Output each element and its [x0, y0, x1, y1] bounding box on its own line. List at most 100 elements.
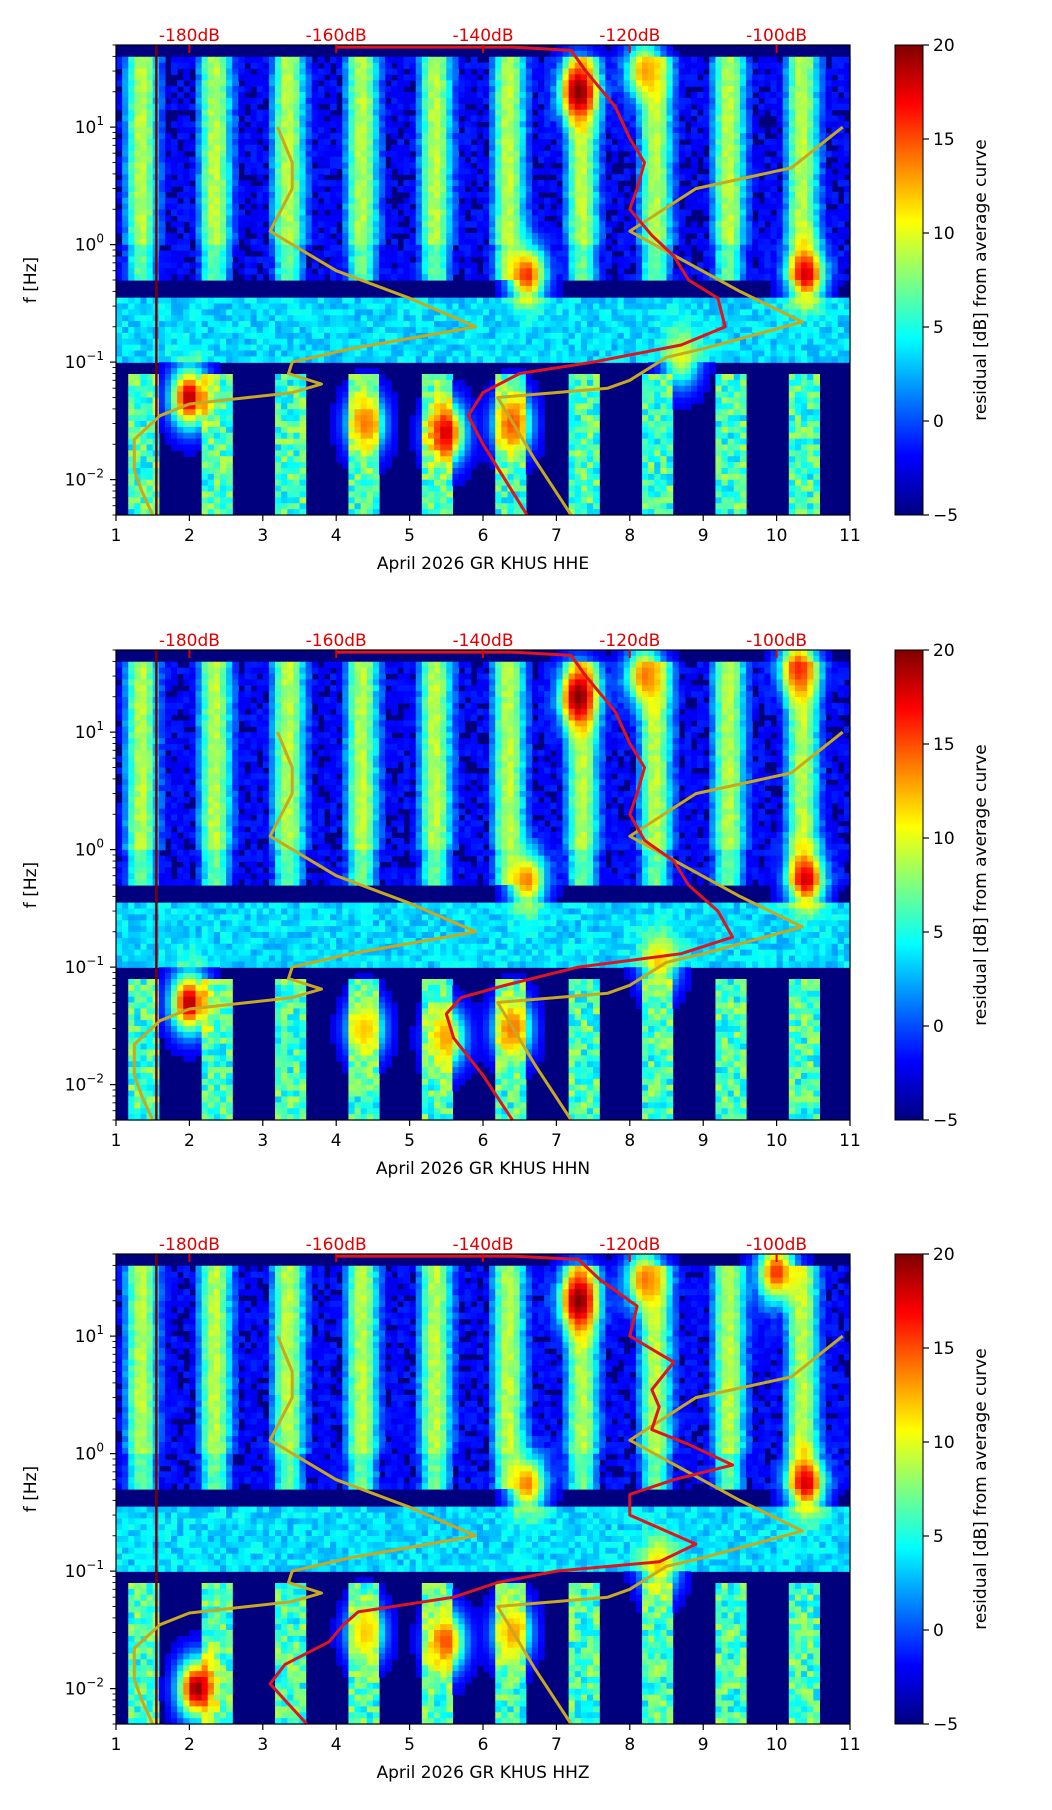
heatmap-cell — [422, 398, 429, 404]
heatmap-cell — [385, 180, 392, 186]
heatmap-cell — [373, 497, 380, 503]
heatmap-cell — [312, 345, 319, 351]
heatmap-cell — [569, 198, 576, 204]
heatmap-cell — [189, 321, 196, 327]
heatmap-cell — [593, 480, 600, 486]
heatmap-cell — [348, 315, 355, 321]
heatmap-cell — [214, 80, 221, 86]
heatmap-cell — [575, 180, 582, 186]
heatmap-cell — [128, 151, 135, 157]
heatmap-cell — [214, 351, 221, 357]
heatmap-cell — [244, 304, 251, 310]
heatmap-cell — [575, 304, 582, 310]
heatmap-cell — [489, 127, 496, 133]
heatmap-cell — [489, 392, 496, 398]
heatmap-cell — [587, 110, 594, 116]
heatmap-cell — [128, 262, 135, 268]
heatmap-cell — [397, 251, 404, 257]
heatmap-cell — [220, 274, 227, 280]
heatmap-cell — [147, 257, 154, 263]
heatmap-cell — [293, 127, 300, 133]
heatmap-cell — [214, 333, 221, 339]
heatmap-cell — [300, 74, 307, 80]
heatmap-cell — [391, 433, 398, 439]
heatmap-cell — [287, 315, 294, 321]
heatmap-cell — [410, 327, 417, 333]
heatmap-cell — [122, 304, 129, 310]
heatmap-cell — [465, 221, 472, 227]
heatmap-cell — [147, 327, 154, 333]
heatmap-cell — [208, 274, 215, 280]
heatmap-cell — [373, 503, 380, 509]
heatmap-cell — [140, 274, 147, 280]
heatmap-cell — [361, 486, 368, 492]
heatmap-cell — [563, 268, 570, 274]
heatmap-cell — [581, 480, 588, 486]
heatmap-cell — [416, 427, 423, 433]
heatmap-cell — [183, 392, 190, 398]
heatmap-cell — [410, 439, 417, 445]
heatmap-cell — [446, 427, 453, 433]
heatmap-cell — [140, 298, 147, 304]
heatmap-cell — [281, 433, 288, 439]
heatmap-cell — [220, 456, 227, 462]
heatmap-cell — [581, 57, 588, 63]
heatmap-cell — [257, 351, 264, 357]
heatmap-cell — [122, 63, 129, 69]
heatmap-cell — [495, 351, 502, 357]
heatmap-cell — [397, 57, 404, 63]
heatmap-cell — [373, 204, 380, 210]
heatmap-cell — [232, 215, 239, 221]
heatmap-cell — [220, 462, 227, 468]
heatmap-cell — [520, 127, 527, 133]
heatmap-cell — [159, 198, 166, 204]
heatmap-cell — [410, 92, 417, 98]
heatmap-cell — [385, 186, 392, 192]
heatmap-cell — [397, 274, 404, 280]
heatmap-cell — [526, 257, 533, 263]
heatmap-cell — [538, 98, 545, 104]
heatmap-cell — [434, 110, 441, 116]
heatmap-cell — [605, 298, 612, 304]
heatmap-cell — [275, 174, 282, 180]
heatmap-cell — [336, 409, 343, 415]
heatmap-cell — [159, 321, 166, 327]
heatmap-cell — [385, 210, 392, 216]
heatmap-cell — [563, 127, 570, 133]
heatmap-cell — [196, 145, 203, 151]
heatmap-cell — [520, 157, 527, 163]
heatmap-cell — [367, 409, 374, 415]
heatmap-cell — [355, 116, 362, 122]
heatmap-cell — [134, 116, 141, 122]
heatmap-cell — [520, 174, 527, 180]
heatmap-cell — [483, 345, 490, 351]
heatmap-cell — [361, 304, 368, 310]
heatmap-cell — [202, 421, 209, 427]
heatmap-cell — [226, 180, 233, 186]
heatmap-cell — [183, 445, 190, 451]
heatmap-cell — [202, 362, 209, 368]
heatmap-cell — [342, 210, 349, 216]
heatmap-cell — [373, 262, 380, 268]
heatmap-cell — [452, 186, 459, 192]
heatmap-cell — [495, 63, 502, 69]
heatmap-cell — [140, 403, 147, 409]
heatmap-cell — [244, 298, 251, 304]
heatmap-cell — [501, 221, 508, 227]
heatmap-cell — [147, 251, 154, 257]
heatmap-cell — [563, 116, 570, 122]
heatmap-cell — [214, 474, 221, 480]
heatmap-cell — [214, 415, 221, 421]
heatmap-cell — [348, 69, 355, 75]
heatmap-cell — [434, 245, 441, 251]
heatmap-cell — [379, 63, 386, 69]
heatmap-cell — [189, 251, 196, 257]
heatmap-cell — [183, 362, 190, 368]
heatmap-cell — [507, 450, 514, 456]
heatmap-cell — [330, 345, 337, 351]
heatmap-cell — [251, 351, 258, 357]
heatmap-cell — [599, 139, 606, 145]
heatmap-cell — [611, 74, 618, 80]
heatmap-cell — [563, 221, 570, 227]
heatmap-cell — [171, 298, 178, 304]
